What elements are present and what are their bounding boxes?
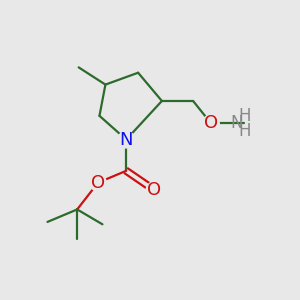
- Text: O: O: [147, 181, 161, 199]
- Circle shape: [202, 115, 219, 132]
- Circle shape: [118, 131, 134, 148]
- Text: O: O: [91, 174, 105, 192]
- Circle shape: [146, 182, 163, 198]
- Text: O: O: [204, 114, 218, 132]
- Text: N: N: [119, 130, 133, 148]
- Text: N: N: [230, 114, 242, 132]
- Text: H: H: [239, 122, 251, 140]
- Circle shape: [90, 174, 106, 191]
- Text: H: H: [239, 107, 251, 125]
